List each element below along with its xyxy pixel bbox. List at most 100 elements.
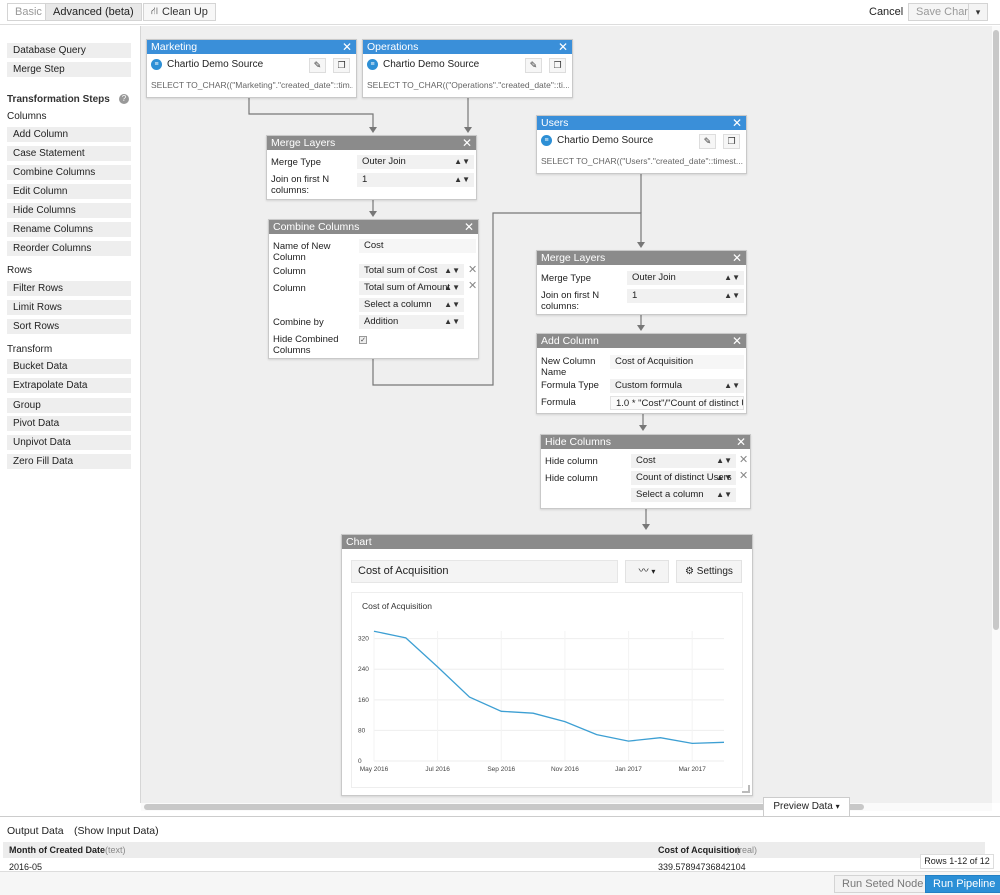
extrapolate-data-button[interactable]: Extrapolate Data (7, 378, 131, 393)
x-tick-label: Nov 2016 (551, 766, 579, 773)
save-dropdown-button[interactable]: ▾ (968, 3, 988, 21)
marketing-node[interactable]: Marketing ✕ ≡ Chartio Demo Source ✎ ❐ SELE… (146, 39, 357, 98)
operations-node-header[interactable]: Operations ✕ (363, 40, 572, 54)
column-select-2[interactable]: Total sum of Amount ▲▼ (359, 281, 464, 295)
advanced-mode-tab[interactable]: Advanced (beta) (45, 3, 142, 21)
database-query-button[interactable]: Database Query (7, 43, 131, 58)
chart-title-input[interactable]: Cost of Acquisition (351, 560, 618, 583)
users-node[interactable]: Users ✕ ≡ Chartio Demo Source ✎ ❐ SELECT T… (536, 115, 747, 174)
horizontal-scrollbar[interactable] (141, 803, 992, 811)
zero-fill-data-button[interactable]: Zero Fill Data (7, 454, 131, 469)
unpivot-data-button[interactable]: Unpivot Data (7, 435, 131, 450)
y-axis-ticks: 0 80 160 240 320 (358, 636, 369, 765)
combine-columns-button[interactable]: Combine Columns (7, 165, 131, 180)
series-line (373, 630, 725, 745)
join-columns-value: 1 (362, 174, 368, 185)
column-type-cost: (real) (736, 845, 758, 855)
show-input-data-link[interactable]: (Show Input Data) (74, 825, 159, 837)
hide-column-select-2[interactable]: Count of distinct Users ▲▼ (631, 471, 736, 485)
users-node-header[interactable]: Users ✕ (537, 116, 746, 130)
hide-column-select-3[interactable]: Select a column ▲▼ (631, 488, 736, 502)
merge-step-button[interactable]: Merge Step (7, 62, 131, 77)
help-icon[interactable]: ? (119, 94, 129, 104)
resize-handle-icon[interactable] (742, 785, 750, 793)
tree-icon: ⛙ (151, 5, 159, 17)
case-statement-button[interactable]: Case Statement (7, 146, 131, 161)
close-icon[interactable]: ✕ (731, 334, 742, 348)
hide-combined-checkbox[interactable]: ✓ (359, 336, 367, 344)
hide-column-select-1[interactable]: Cost ▲▼ (631, 454, 736, 468)
merge-layers-node-2[interactable]: Merge Layers ✕ Merge Type Outer Join ▲▼ Jo… (536, 250, 747, 315)
close-icon[interactable]: ✕ (735, 435, 746, 449)
hide-columns-header[interactable]: Hide Columns ✕ (541, 435, 750, 449)
edit-icon[interactable]: ✎ (525, 58, 542, 73)
hide-columns-button[interactable]: Hide Columns (7, 203, 131, 218)
merge-layers-node-1[interactable]: Merge Layers ✕ Merge Type Outer Join ▲▼ Jo… (266, 135, 477, 200)
new-column-name-input[interactable]: Cost (359, 239, 476, 253)
remove-icon[interactable]: ✕ (468, 280, 478, 292)
filter-rows-button[interactable]: Filter Rows (7, 281, 131, 296)
column-select-3[interactable]: Select a column ▲▼ (359, 298, 464, 312)
remove-icon[interactable]: ✕ (739, 454, 749, 466)
vertical-scrollbar-thumb[interactable] (993, 30, 999, 630)
clean-up-button[interactable]: ⛙ Clean Up (143, 3, 216, 21)
operations-source: ≡ Chartio Demo Source (367, 59, 479, 70)
group-button[interactable]: Group (7, 398, 131, 413)
edit-icon[interactable]: ✎ (309, 58, 326, 73)
preview-data-tab[interactable]: Preview Data ▾ (763, 797, 850, 816)
add-column-header[interactable]: Add Column ✕ (537, 334, 746, 348)
hide-columns-node[interactable]: Hide Columns ✕ Hide column Cost ▲▼ ✕ Hide … (540, 434, 751, 509)
chart-node[interactable]: Chart Cost of Acquisition 〰 ▾ ⚙ Settings… (341, 534, 753, 796)
edit-icon[interactable]: ✎ (699, 134, 716, 149)
pivot-data-button[interactable]: Pivot Data (7, 416, 131, 431)
close-icon[interactable]: ✕ (731, 116, 742, 130)
remove-icon[interactable]: ✕ (468, 264, 478, 276)
run-selected-node-button[interactable]: Run Seted Node (834, 875, 932, 893)
reorder-columns-button[interactable]: Reorder Columns (7, 241, 131, 256)
close-icon[interactable]: ✕ (731, 251, 742, 265)
column-select-1[interactable]: Total sum of Cost ▲▼ (359, 264, 464, 278)
edit-column-button[interactable]: Edit Column (7, 184, 131, 199)
bucket-data-button[interactable]: Bucket Data (7, 359, 131, 374)
merge-type-select[interactable]: Outer Join ▲▼ (627, 271, 744, 285)
merge-layers-header[interactable]: Merge Layers ✕ (537, 251, 746, 265)
remove-icon[interactable]: ✕ (739, 470, 749, 482)
new-column-name-input[interactable]: Cost of Acquisition (610, 355, 744, 369)
chart-node-header[interactable]: Chart (342, 535, 752, 549)
limit-rows-button[interactable]: Limit Rows (7, 300, 131, 315)
combine-columns-header[interactable]: Combine Columns ✕ (269, 220, 478, 234)
sort-rows-button[interactable]: Sort Rows (7, 319, 131, 334)
run-pipeline-button[interactable]: Run Pipeline (925, 875, 1000, 893)
add-column-node[interactable]: Add Column ✕ New Column Name Cost of Acqu… (536, 333, 747, 414)
rename-columns-button[interactable]: Rename Columns (7, 222, 131, 237)
add-column-button[interactable]: Add Column (7, 127, 131, 142)
vertical-scrollbar[interactable] (992, 26, 1000, 803)
close-icon[interactable]: ✕ (557, 40, 568, 54)
merge-type-select[interactable]: Outer Join ▲▼ (357, 155, 474, 169)
close-icon[interactable]: ✕ (463, 220, 474, 234)
horizontal-scrollbar-thumb[interactable] (144, 804, 864, 810)
marketing-node-header[interactable]: Marketing ✕ (147, 40, 356, 54)
cancel-button[interactable]: Cancel (869, 6, 904, 18)
basic-mode-tab[interactable]: Basic (7, 3, 49, 21)
copy-icon[interactable]: ❐ (333, 58, 350, 73)
join-columns-select[interactable]: 1 ▲▼ (627, 289, 744, 303)
copy-icon[interactable]: ❐ (549, 58, 566, 73)
copy-icon[interactable]: ❐ (723, 134, 740, 149)
close-icon[interactable]: ✕ (341, 40, 352, 54)
pipeline-canvas[interactable]: Marketing ✕ ≡ Chartio Demo Source ✎ ❐ SELE… (140, 26, 992, 803)
save-chart-button[interactable]: Save Chart (908, 3, 980, 21)
column-type-month: (text) (105, 845, 126, 855)
formula-input[interactable]: 1.0 * "Cost"/"Count of distinct U (610, 396, 744, 410)
operations-node[interactable]: Operations ✕ ≡ Chartio Demo Source ✎ ❐ SEL… (362, 39, 573, 98)
merge-layers-header[interactable]: Merge Layers ✕ (267, 136, 476, 150)
settings-button[interactable]: ⚙ Settings (676, 560, 742, 583)
formula-type-select[interactable]: Custom formula ▲▼ (610, 379, 744, 393)
join-columns-select[interactable]: 1 ▲▼ (357, 173, 474, 187)
combine-by-select[interactable]: Addition ▲▼ (359, 315, 464, 329)
transform-heading: Transform (7, 344, 53, 355)
combine-columns-node[interactable]: Combine Columns ✕ Name of New Column Cost… (268, 219, 479, 359)
chevron-down-icon: ▾ (835, 802, 840, 811)
close-icon[interactable]: ✕ (461, 136, 472, 150)
chart-type-button[interactable]: 〰 ▾ (625, 560, 669, 583)
